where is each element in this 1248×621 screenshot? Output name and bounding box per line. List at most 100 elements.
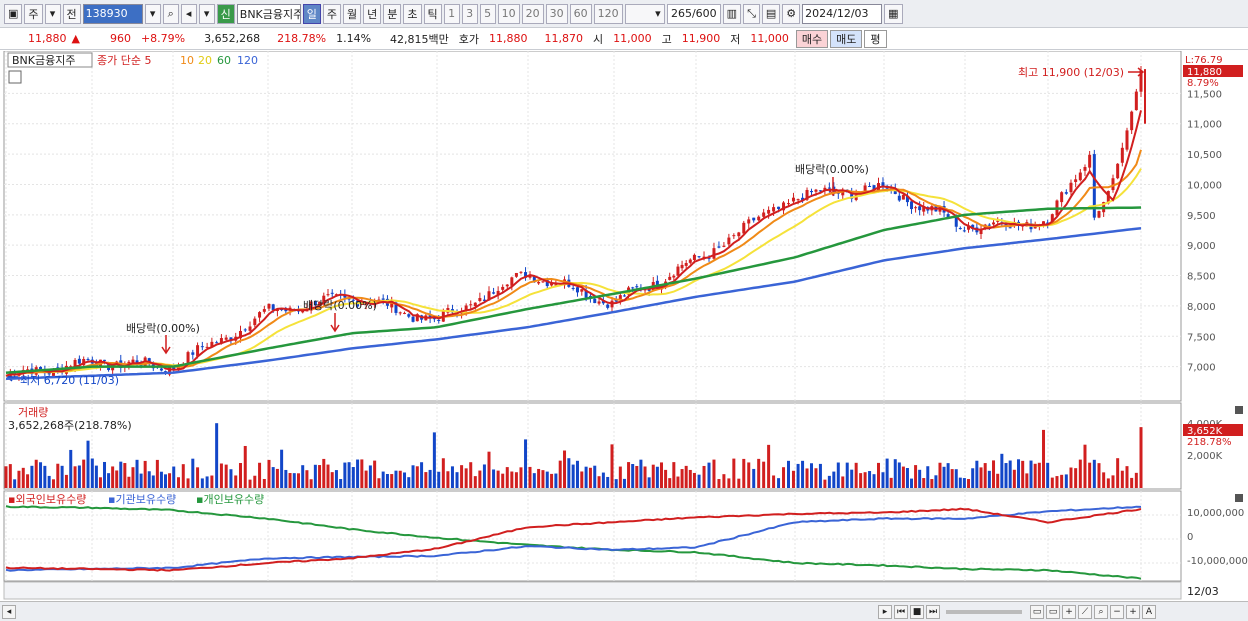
trend-icon[interactable]: ⟋	[1078, 604, 1092, 619]
volume-bar	[262, 478, 266, 488]
volume-bar	[403, 472, 407, 488]
candle-body	[301, 310, 305, 313]
zoom-slider[interactable]	[946, 609, 1022, 614]
chart-svg[interactable]: 11,500 11,000 10,500 10,000 9,500 9,000 8,500 8…	[0, 50, 1248, 601]
candle-body	[1046, 222, 1050, 224]
code-dropdown-icon[interactable]: ▾	[144, 3, 161, 24]
horizontal-scrollbar[interactable]: ◂ ▸ ⏮ ■ ⏭ ▭ ▭ + ⟋ ⌕ − + A	[0, 601, 1248, 621]
candle-body	[262, 309, 266, 312]
interval-3[interactable]: 3	[461, 3, 478, 24]
speaker-dropdown-icon[interactable]: ▾	[198, 3, 215, 24]
zoom-in-icon[interactable]: +	[1126, 604, 1140, 619]
buy-button[interactable]: 매수	[795, 29, 829, 48]
candle-body	[1106, 191, 1110, 204]
count-input[interactable]: 265/600	[666, 3, 721, 24]
interval-120[interactable]: 120	[593, 3, 623, 24]
candle-body	[215, 342, 219, 344]
volume-bar	[762, 461, 766, 488]
candle-body	[688, 259, 692, 263]
volume-close-icon[interactable]	[1235, 406, 1243, 414]
next-page-icon[interactable]: ⏭	[926, 604, 940, 619]
date-input[interactable]: 2024/12/03	[802, 3, 883, 24]
volume-bar	[172, 466, 176, 488]
volume-bar	[446, 471, 450, 488]
search-zoom-icon[interactable]: ⌕	[1094, 604, 1108, 619]
interval-dropdown-icon[interactable]: ▾	[624, 3, 665, 24]
stop-icon[interactable]: ■	[910, 604, 924, 619]
volume-bar	[514, 472, 518, 488]
volume-bar	[946, 463, 950, 488]
speaker-icon[interactable]: ◂	[180, 3, 197, 24]
candle-body	[597, 301, 601, 304]
scroll-right-icon[interactable]: ▸	[878, 604, 892, 619]
candle-body	[464, 305, 468, 311]
interval-20[interactable]: 20	[521, 3, 544, 24]
calendar-icon[interactable]: ▦	[884, 3, 903, 24]
candle-body	[967, 226, 971, 230]
period-week[interactable]: 주	[322, 3, 342, 24]
period-second[interactable]: 초	[403, 3, 422, 24]
interval-60[interactable]: 60	[569, 3, 592, 24]
stock-code-input[interactable]: 138930	[82, 3, 143, 24]
interval-1[interactable]: 1	[443, 3, 460, 24]
volume-bar	[13, 479, 17, 488]
candle-body	[905, 196, 909, 203]
period-year[interactable]: 년	[363, 3, 382, 24]
dropdown-icon[interactable]: ▾	[44, 3, 61, 24]
candle-body	[1120, 147, 1124, 163]
scroll-track[interactable]	[16, 607, 876, 617]
crosshair-icon[interactable]: +	[1062, 604, 1076, 619]
table-toggle-icon[interactable]	[8, 70, 22, 84]
draw-tool-icon[interactable]: ⤡	[743, 3, 760, 24]
volume-bar	[1037, 462, 1041, 488]
search-icon[interactable]: ⌕	[162, 3, 179, 24]
layout-2-icon[interactable]: ▭	[1046, 604, 1060, 619]
legend-institution: ▪기관보유수량	[108, 493, 176, 506]
volume-bar	[950, 469, 954, 488]
period-letter[interactable]: 주	[24, 3, 43, 24]
stock-name-field[interactable]: BNK금융지주	[236, 3, 301, 24]
auto-icon[interactable]: A	[1142, 604, 1156, 619]
prev-button[interactable]: 전	[62, 3, 81, 24]
volume-bar	[385, 473, 389, 488]
period-day[interactable]: 일	[302, 3, 321, 24]
scroll-left-icon[interactable]: ◂	[2, 604, 16, 619]
candle-body	[732, 235, 736, 237]
candle-body	[103, 359, 107, 361]
sell-button[interactable]: 매도	[830, 29, 863, 48]
candle-body	[752, 217, 756, 221]
first-page-icon[interactable]: ⏮	[894, 604, 908, 619]
volume-bar	[707, 462, 711, 488]
candle-body	[757, 216, 761, 221]
interval-10[interactable]: 10	[497, 3, 520, 24]
volume-bar	[224, 464, 228, 488]
candle-body	[712, 248, 716, 259]
candle-body	[643, 288, 647, 291]
volume-bar	[868, 471, 872, 488]
holdings-close-icon[interactable]	[1235, 494, 1243, 502]
candle-body	[914, 207, 918, 209]
period-minute[interactable]: 분	[383, 3, 402, 24]
volume-bar	[979, 467, 983, 488]
period-tick[interactable]: 틱	[423, 3, 442, 24]
gear-icon[interactable]: ⚙	[782, 3, 801, 24]
chart-type-icon[interactable]: ▥	[722, 3, 742, 24]
candle-body	[469, 304, 473, 306]
low-annotation: 최저 6,720 (11/03)	[20, 374, 119, 387]
candle-body	[532, 276, 536, 283]
zoom-out-icon[interactable]: −	[1110, 604, 1124, 619]
volume-bar	[528, 466, 532, 488]
layout-1-icon[interactable]: ▭	[1030, 604, 1044, 619]
interval-5[interactable]: 5	[479, 3, 496, 24]
average-button[interactable]: 평	[864, 29, 887, 48]
volume-bar	[253, 475, 257, 488]
interval-30[interactable]: 30	[545, 3, 568, 24]
save-icon[interactable]: ▤	[761, 3, 781, 24]
candle-body	[717, 246, 721, 248]
candle-body	[326, 294, 330, 296]
layout-icon[interactable]: ▣	[4, 3, 23, 24]
volume-bar	[897, 462, 901, 488]
period-month[interactable]: 월	[343, 3, 362, 24]
volume-bar	[668, 478, 672, 488]
legend-foreign: ▪외국인보유수량	[8, 493, 86, 506]
